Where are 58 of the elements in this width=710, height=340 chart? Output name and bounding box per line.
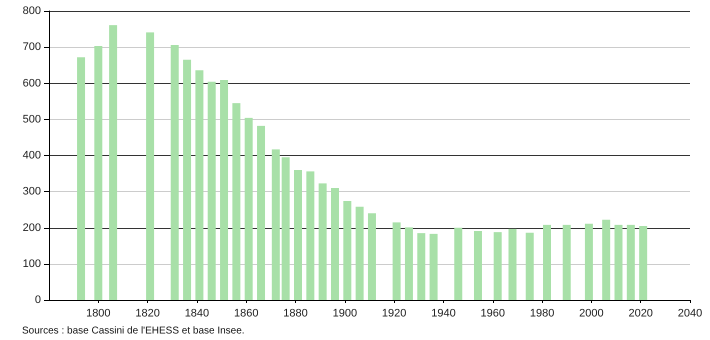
bar	[244, 118, 253, 300]
x-tick-label: 1980	[530, 308, 554, 320]
x-tick-label: 1900	[332, 308, 358, 320]
bar	[146, 32, 154, 300]
bar	[526, 232, 534, 300]
bar	[417, 233, 426, 300]
bar	[94, 46, 102, 300]
bar	[183, 60, 192, 300]
x-tick-label: 1960	[480, 308, 506, 320]
source-note: Sources : base Cassini de l'EHESS et base Insee.	[22, 326, 245, 336]
bar	[430, 234, 438, 300]
bar	[494, 232, 502, 300]
bar	[454, 228, 462, 300]
bar	[508, 228, 516, 300]
x-tick-label: 1820	[135, 308, 160, 320]
bar	[562, 224, 571, 300]
x-tick-label: 1940	[431, 308, 456, 320]
bar	[343, 201, 352, 300]
bar	[232, 103, 240, 300]
y-tick-label: 200	[22, 222, 41, 234]
x-tick-label: 2000	[579, 308, 604, 320]
y-tick-label: 0	[34, 294, 41, 306]
x-tick-label: 1860	[234, 308, 258, 320]
bar	[170, 44, 179, 300]
x-tick-label: 1880	[283, 308, 308, 320]
y-tick-label: 400	[22, 150, 41, 162]
x-tick-label: 1920	[382, 308, 406, 320]
y-tick-label: 500	[22, 113, 41, 126]
bar	[392, 222, 401, 300]
bar	[474, 231, 482, 300]
bar	[77, 57, 86, 300]
y-tick-label: 300	[22, 186, 41, 198]
bar	[330, 188, 339, 300]
x-tick-label: 1800	[86, 308, 111, 320]
bar	[220, 80, 228, 300]
bar	[639, 226, 648, 300]
bar	[626, 224, 635, 300]
y-tick-label: 700	[22, 41, 41, 54]
bar	[356, 206, 364, 300]
x-tick-label: 1840	[184, 308, 210, 320]
y-tick-label: 100	[22, 258, 41, 270]
bar	[208, 82, 216, 300]
bar	[614, 224, 623, 300]
bar	[584, 224, 593, 300]
bar	[318, 183, 327, 300]
bar	[543, 224, 552, 300]
x-tick-label: 2020	[628, 308, 653, 320]
bar	[602, 220, 610, 300]
bar	[306, 171, 314, 300]
bar	[195, 70, 204, 300]
y-tick-label: 800	[22, 5, 41, 17]
y-tick-label: 600	[22, 77, 41, 90]
bar	[257, 126, 266, 300]
x-tick-label: 2040	[678, 308, 702, 320]
bar	[109, 25, 118, 300]
bar	[294, 170, 302, 300]
bar	[368, 213, 376, 300]
bar	[404, 227, 413, 300]
